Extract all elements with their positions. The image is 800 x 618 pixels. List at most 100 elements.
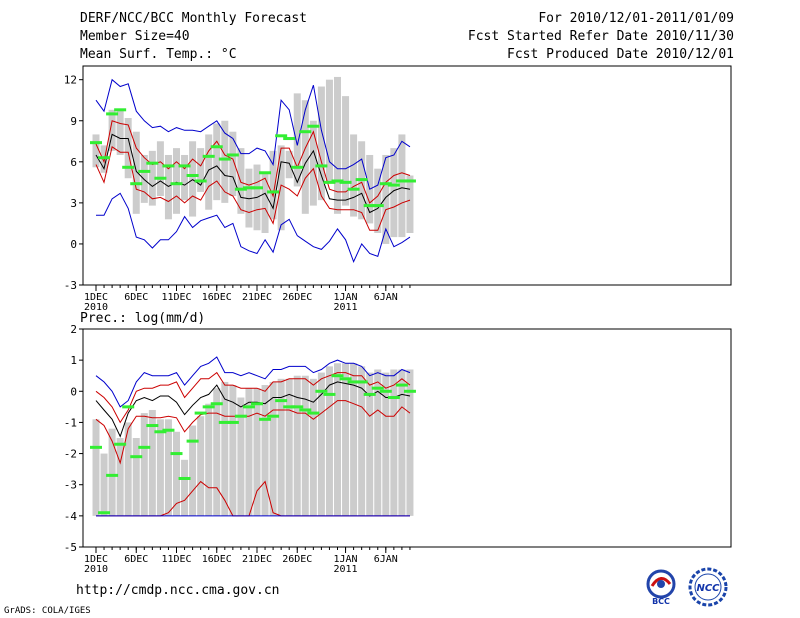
forecast-mark xyxy=(210,402,223,406)
range-bar xyxy=(148,409,156,516)
y-tick-label: 3 xyxy=(70,197,77,210)
forecast-mark xyxy=(170,182,183,186)
series-mean-line xyxy=(95,381,411,438)
forecast-mark xyxy=(138,169,151,173)
y-tick-label: 0 xyxy=(70,238,77,251)
range-bar xyxy=(390,148,398,238)
forecast-mark xyxy=(275,134,288,138)
range-bar xyxy=(221,120,229,203)
forecast-mark xyxy=(138,445,151,449)
forecast-mark xyxy=(122,165,135,169)
x-tick-label: 21DEC xyxy=(242,292,272,303)
range-bar xyxy=(334,363,341,516)
forecast-mark xyxy=(371,386,384,390)
range-bar xyxy=(342,96,350,206)
range-bar xyxy=(221,381,229,516)
range-bar xyxy=(285,150,293,179)
range-bar xyxy=(293,375,301,516)
forecast-mark xyxy=(347,380,360,384)
range-bar xyxy=(301,100,309,214)
range-bar xyxy=(277,378,285,516)
range-bar xyxy=(173,148,180,214)
y-tick-label: 6 xyxy=(70,156,77,169)
header-variable: Mean Surf. Temp.: °C xyxy=(80,47,237,62)
range-bar xyxy=(116,109,124,155)
forecast-mark xyxy=(122,405,135,409)
range-bar xyxy=(197,416,205,516)
forecast-mark xyxy=(202,405,215,409)
forecast-mark xyxy=(251,402,263,406)
forecast-mark xyxy=(186,174,199,177)
y-tick-label: -2 xyxy=(64,448,77,461)
chart-title: Prec.: log(mm/d) xyxy=(80,311,205,326)
forecast-mark xyxy=(355,380,368,384)
range-bar xyxy=(108,428,116,516)
forecast-mark xyxy=(395,383,408,387)
range-bar xyxy=(213,388,221,516)
range-bar xyxy=(325,79,333,183)
range-bar xyxy=(124,422,132,516)
range-bar xyxy=(350,134,358,217)
range-bar xyxy=(164,154,172,220)
forecast-mark xyxy=(130,455,143,459)
range-bar xyxy=(245,388,253,516)
header-member-size: Member Size=40 xyxy=(80,29,190,44)
range-bar xyxy=(237,397,245,516)
range-bar xyxy=(382,154,390,244)
range-bar xyxy=(205,403,213,516)
x-year-label: 2011 xyxy=(334,302,358,313)
forecast-mark xyxy=(283,405,296,409)
header-period: For 2010/12/01-2011/01/09 xyxy=(538,11,734,26)
x-tick-label: 6JAN xyxy=(374,554,398,565)
x-tick-label: 26DEC xyxy=(282,292,312,303)
forecast-mark xyxy=(114,442,127,446)
plot-frame xyxy=(82,328,732,548)
forecast-mark xyxy=(323,392,336,396)
forecast-mark xyxy=(98,156,111,160)
series-upper-mid-line xyxy=(95,120,411,204)
forecast-mark xyxy=(146,424,159,428)
header-start-date: Fcst Started Refer Date 2010/11/30 xyxy=(467,29,734,44)
range-bar xyxy=(398,369,406,516)
forecast-mark xyxy=(307,124,320,128)
x-year-label: 2010 xyxy=(84,302,108,313)
forecast-mark xyxy=(242,186,255,190)
y-tick-label: 2 xyxy=(70,323,77,336)
forecast-mark xyxy=(106,112,119,116)
range-bar xyxy=(205,134,213,210)
y-tick-label: -3 xyxy=(64,279,77,292)
range-bar xyxy=(124,118,132,179)
forecast-mark xyxy=(162,428,175,432)
forecast-mark xyxy=(218,420,231,424)
range-bar xyxy=(398,134,406,238)
forecast-mark xyxy=(242,405,255,409)
x-tick-label: 26DEC xyxy=(282,554,312,565)
forecast-mark xyxy=(347,187,360,191)
forecast-mark xyxy=(259,417,272,421)
forecast-mark xyxy=(259,171,272,175)
y-tick-label: 1 xyxy=(70,354,77,367)
forecast-mark xyxy=(283,137,296,141)
range-bar xyxy=(301,375,309,516)
x-tick-label: 11DEC xyxy=(161,554,191,565)
forecast-mark xyxy=(267,190,280,194)
series-upper-mid-line xyxy=(95,371,411,424)
forecast-mark xyxy=(234,414,247,418)
series-upper-line xyxy=(95,356,411,408)
bcc-logo: BCC xyxy=(646,569,676,606)
footer-url[interactable]: http://cmdp.ncc.cma.gov.cn xyxy=(76,583,280,598)
forecast-mark xyxy=(323,180,336,184)
forecast-mark xyxy=(114,108,127,112)
range-bar xyxy=(229,385,237,516)
range-bar xyxy=(92,419,100,516)
range-bar xyxy=(253,388,261,516)
forecast-mark xyxy=(194,179,207,183)
forecast-mark xyxy=(194,411,207,415)
header-produced-date: Fcst Produced Date 2010/12/01 xyxy=(507,47,734,62)
x-tick-label: 6JAN xyxy=(374,292,398,303)
range-bar xyxy=(229,131,237,197)
y-tick-label: -5 xyxy=(64,541,77,554)
